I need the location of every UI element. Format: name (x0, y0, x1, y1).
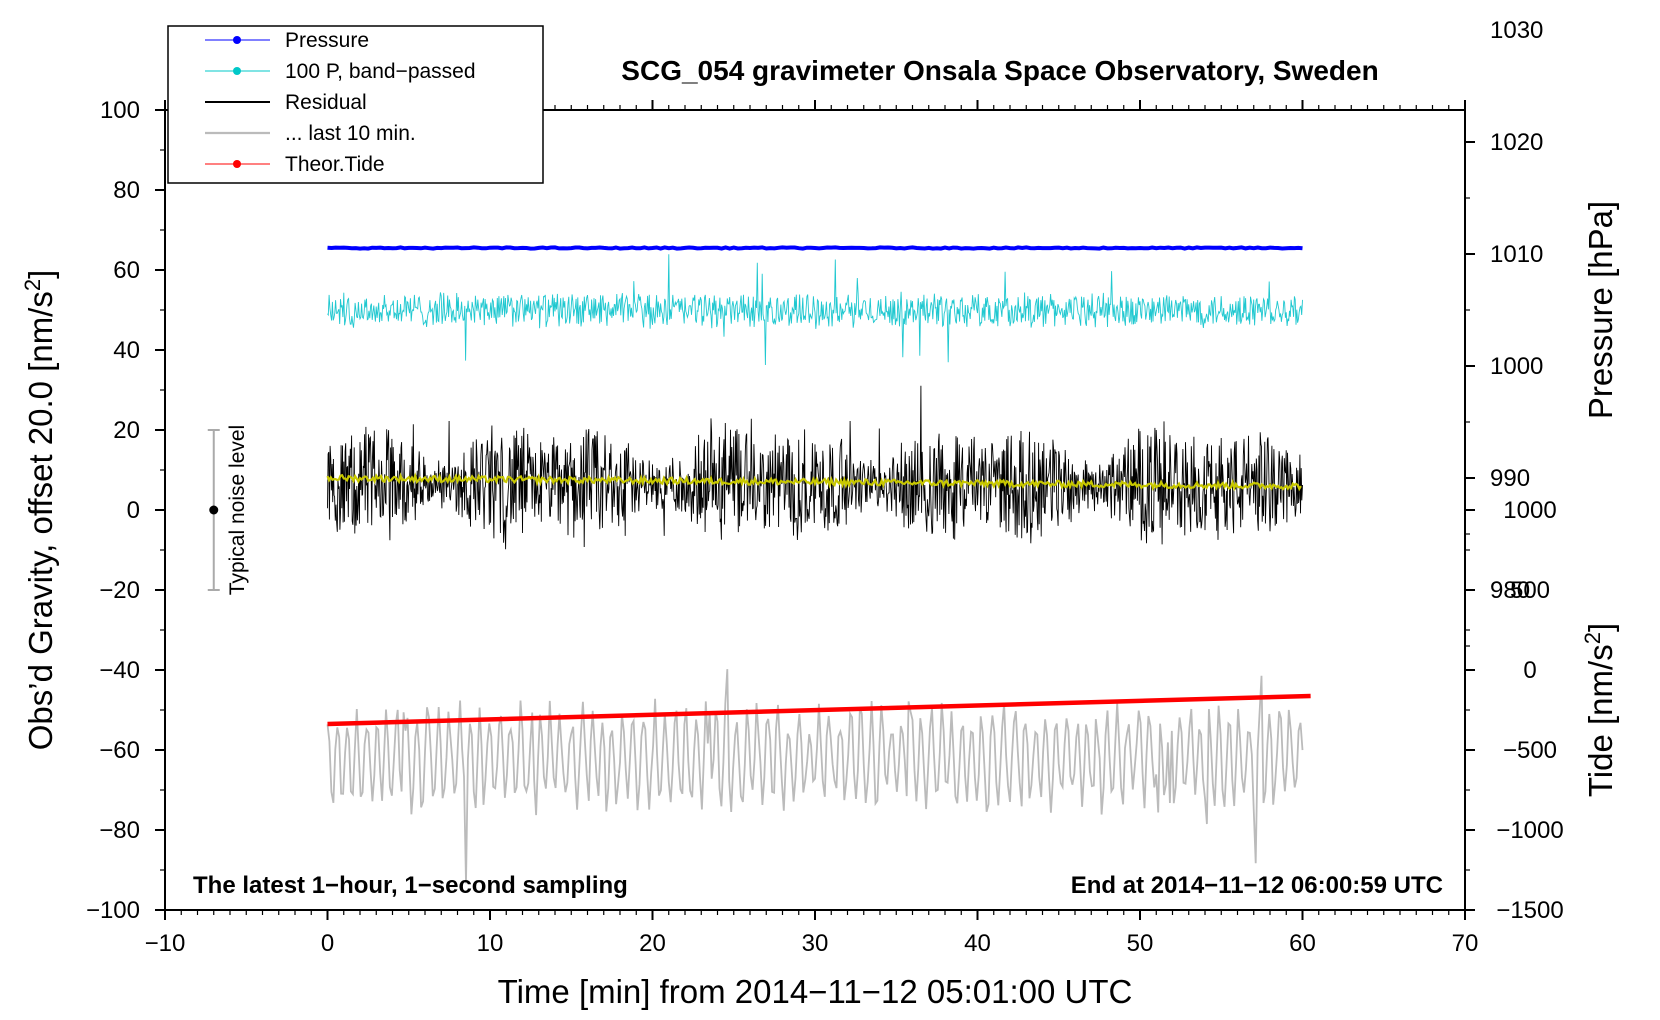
y-tick-label: 0 (127, 497, 140, 524)
series-last-10-min (326, 669, 1304, 884)
legend: Pressure 100 P, band−passed Residual ... la… (205, 29, 476, 176)
tide-tick-label: 500 (1510, 577, 1550, 604)
legend-label: Pressure (285, 29, 369, 52)
y-tick-label: 60 (113, 257, 140, 284)
plot-frame (164, 109, 1466, 911)
x-tick-labels: −10 0 10 20 30 40 50 60 70 (145, 930, 1479, 957)
tide-tick-label: 0 (1523, 657, 1536, 684)
series-layer (326, 245, 1311, 884)
chart-title: SCG_054 gravimeter Onsala Space Observat… (621, 55, 1378, 86)
y-axis-title: Obs’d Gravity, offset 20.0 [nm/s2] (20, 270, 60, 751)
x-axis-title: Time [min] from 2014−11−12 05:01:00 UTC (498, 973, 1133, 1010)
x-tick-label: 40 (964, 930, 991, 957)
legend-marker (233, 67, 241, 75)
x-tick-label: 60 (1289, 930, 1316, 957)
legend-box (167, 25, 544, 184)
pressure-tick-label: 1020 (1490, 129, 1543, 156)
legend-label: 100 P, band−passed (285, 60, 476, 83)
legend-marker (233, 36, 241, 44)
x-tick-label: 50 (1127, 930, 1154, 957)
pressure-tick-label: 980 (1490, 577, 1530, 604)
y-tick-label: 20 (113, 417, 140, 444)
y-tick-label: 40 (113, 337, 140, 364)
tide-tick-labels: −1500 −1000 −500 0 500 1000 (1496, 497, 1563, 924)
x-tick-label: 0 (321, 930, 334, 957)
series-pressure (327, 245, 1303, 251)
series-theoretical-tide (327, 693, 1311, 727)
annotation-sampling: The latest 1−hour, 1−second sampling (193, 872, 628, 899)
series-residual-smoothed (326, 472, 1302, 492)
pressure-axis-title: Pressure [hPa] (1582, 201, 1619, 419)
legend-label: ... last 10 min. (285, 122, 416, 145)
tide-tick-label: −500 (1503, 737, 1557, 764)
tide-tick-label: −1500 (1496, 897, 1563, 924)
y-tick-label: −100 (86, 897, 140, 924)
pressure-tick-label: 990 (1490, 465, 1530, 492)
noise-level-bar (207, 429, 220, 591)
tide-tick-label: 1000 (1503, 497, 1556, 524)
x-tick-label: 20 (639, 930, 666, 957)
pressure-tick-label: 1010 (1490, 241, 1543, 268)
x-tick-label: 10 (477, 930, 504, 957)
pressure-tick-labels: 980 990 1000 1010 1020 1030 (1490, 17, 1543, 604)
x-tick-label: 30 (802, 930, 829, 957)
y-tick-label: −80 (99, 817, 140, 844)
series-band-passed-pressure (327, 254, 1303, 366)
y-tick-label: 100 (100, 97, 140, 124)
legend-label: Residual (285, 91, 367, 114)
pressure-tick-label: 1000 (1490, 353, 1543, 380)
x-tick-label: 70 (1452, 930, 1479, 957)
series-residual (327, 385, 1303, 550)
tide-axis-title: Tide [nm/s2] (1580, 623, 1620, 797)
x-tick-label: −10 (145, 930, 186, 957)
pressure-tick-label: 1030 (1490, 17, 1543, 44)
y-tick-label: −40 (99, 657, 140, 684)
legend-label: Theor.Tide (285, 153, 385, 176)
y-tick-label: 80 (113, 177, 140, 204)
noise-level-label: Typical noise level (226, 425, 249, 595)
noise-bar-center (209, 505, 219, 515)
annotation-end-time: End at 2014−11−12 06:00:59 UTC (1071, 872, 1443, 899)
y-tick-label: −20 (99, 577, 140, 604)
legend-marker (233, 160, 241, 168)
y-tick-labels: −100 −80 −60 −40 −20 0 20 40 60 80 100 (86, 97, 140, 924)
tide-tick-label: −1000 (1496, 817, 1563, 844)
y-tick-label: −60 (99, 737, 140, 764)
